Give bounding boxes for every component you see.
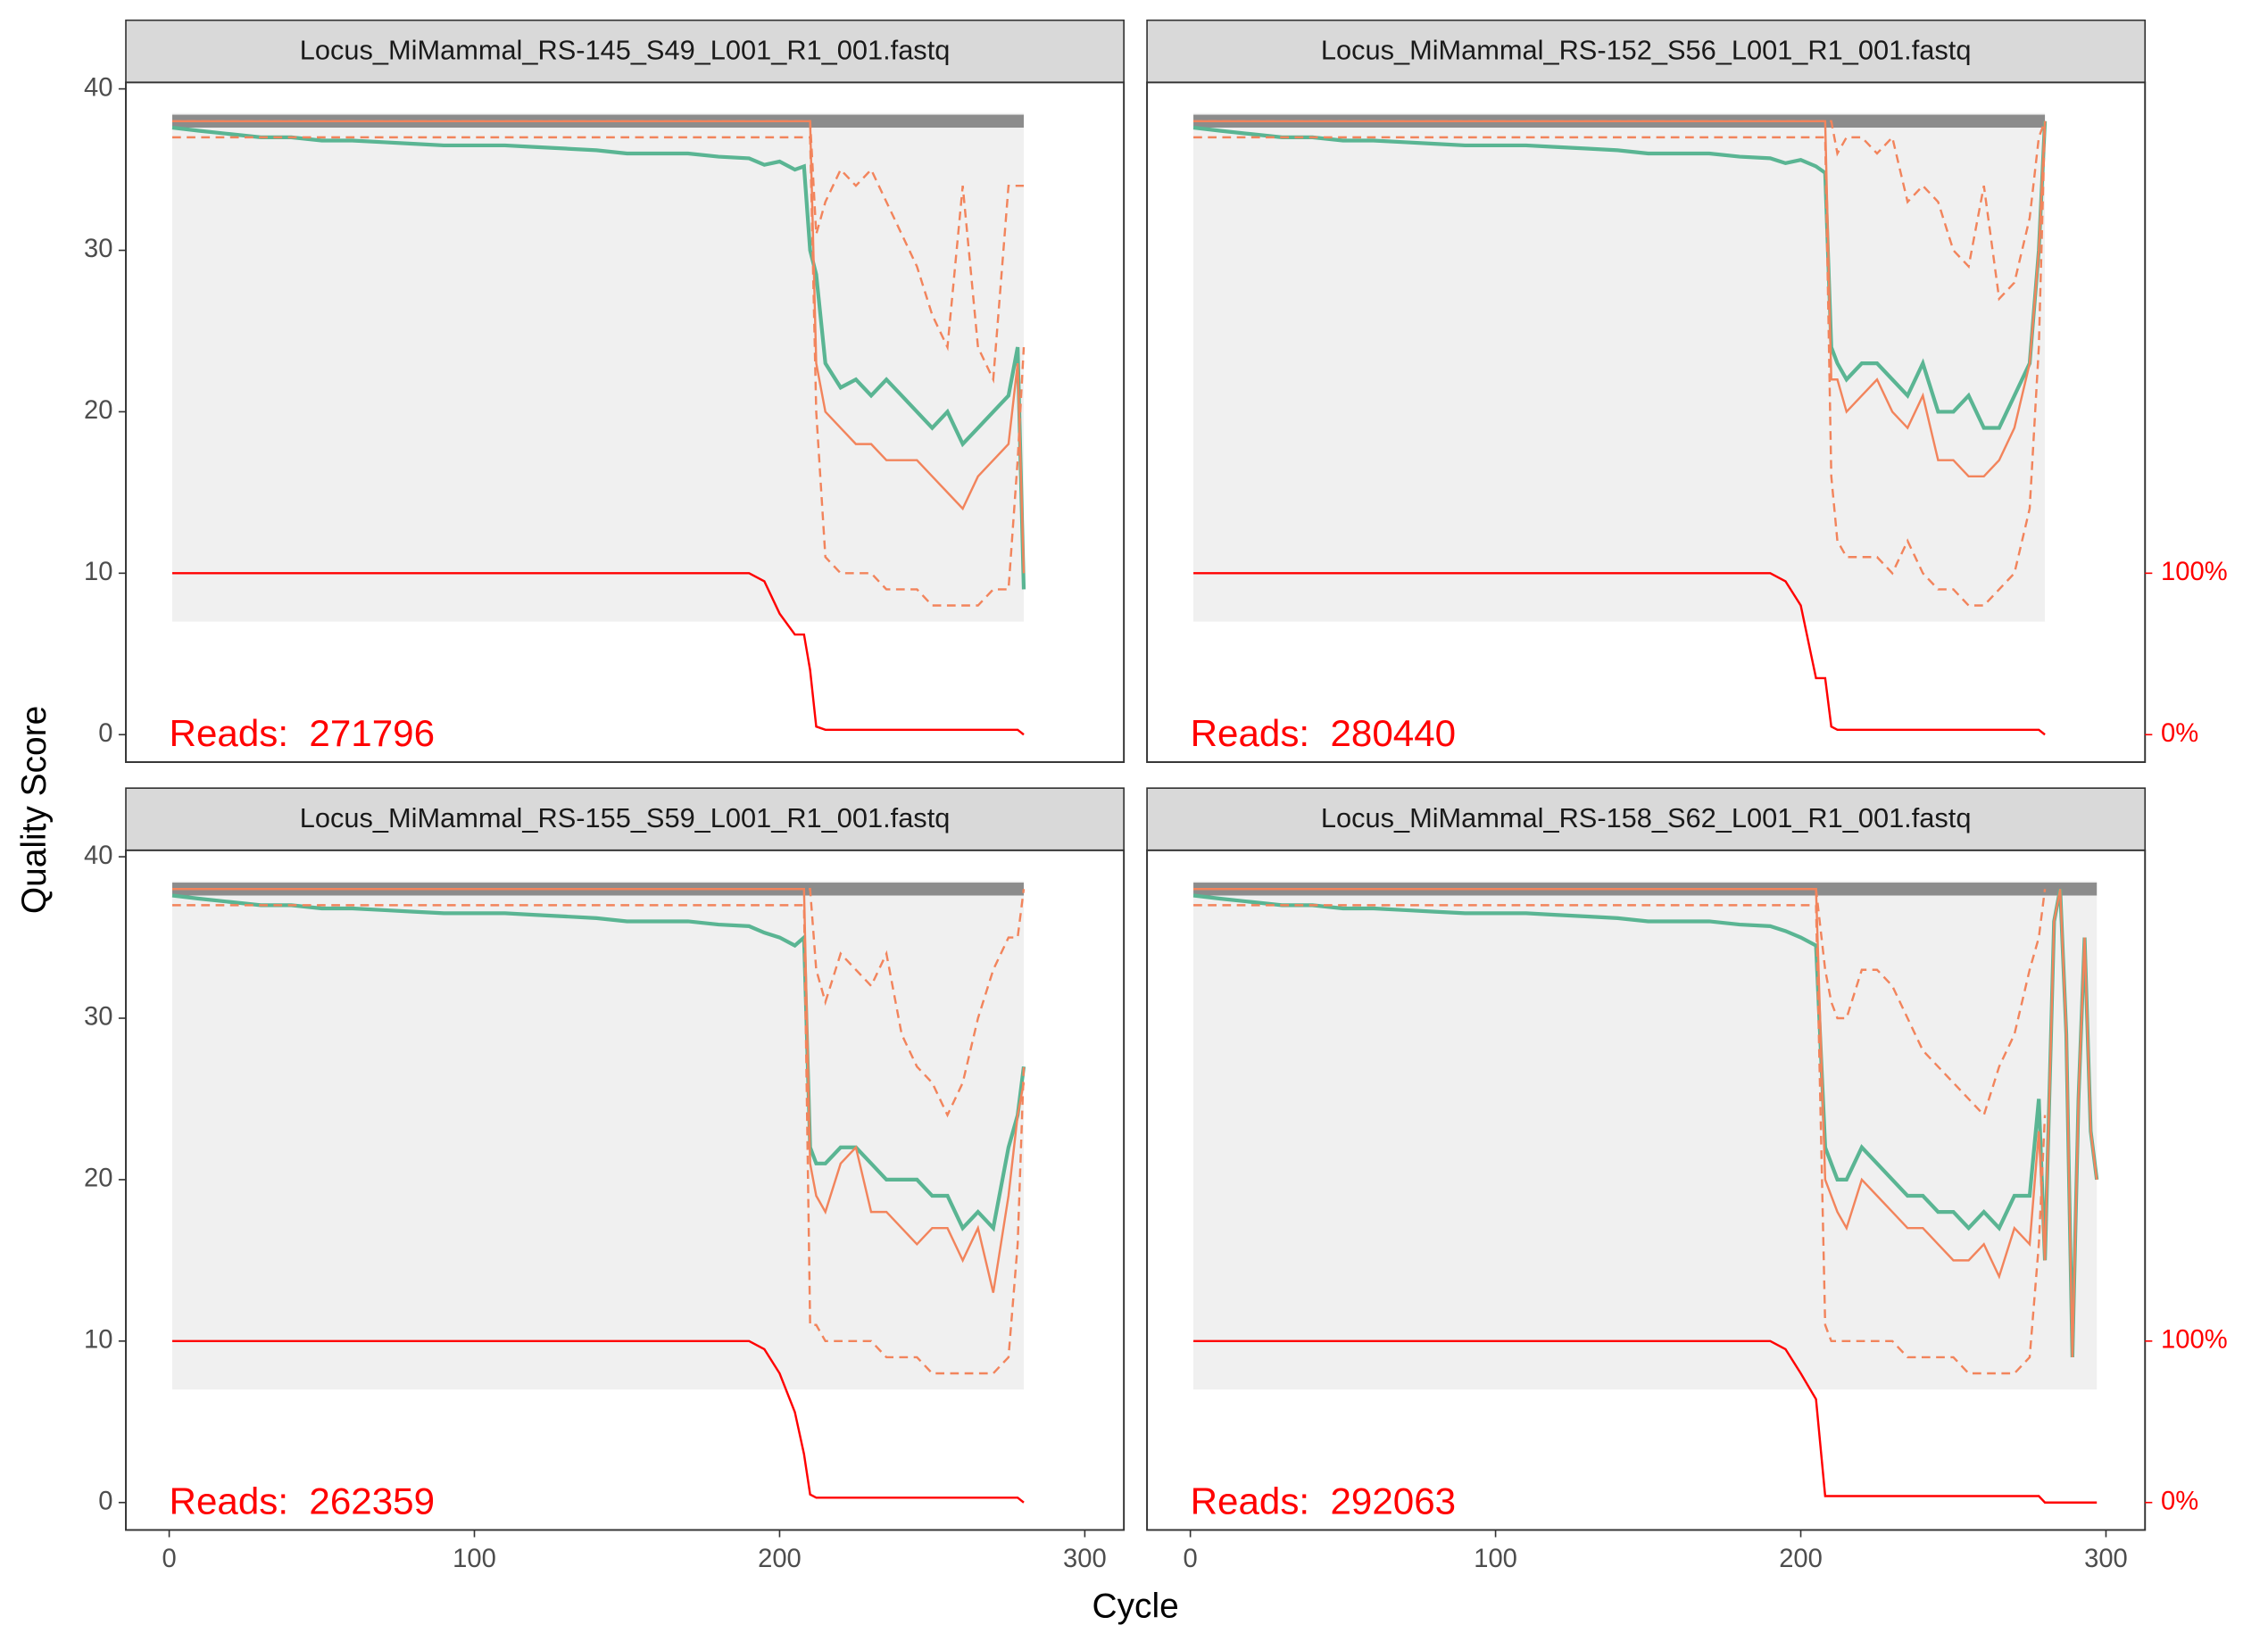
x-tick-label: 200 — [1779, 1545, 1823, 1573]
strip — [125, 787, 1125, 851]
reads-annotation: Reads: 271796 — [170, 712, 435, 754]
quality-line — [171, 888, 1026, 1293]
y-tick-label: 30 — [84, 235, 112, 263]
x-tick-label: 100 — [453, 1545, 496, 1573]
reads-annotation: Reads: 292063 — [1191, 1480, 1456, 1521]
heatmap-backdrop — [171, 881, 1024, 1390]
reads-annotation: Reads: 262359 — [170, 1480, 435, 1521]
x-tick-label: 0 — [162, 1545, 176, 1573]
y-tick-label: 30 — [84, 1003, 112, 1032]
x-tick-label: 300 — [1063, 1545, 1107, 1573]
heatmap-backdrop — [171, 112, 1024, 622]
quality-line — [1193, 888, 2098, 1357]
y-tick-label: 40 — [84, 842, 112, 870]
panel-border — [1146, 81, 2147, 763]
panel-border — [125, 849, 1126, 1531]
quality-line — [171, 125, 1026, 590]
cumulative-line — [171, 572, 1025, 736]
quality-line — [171, 904, 1026, 1375]
cumulative-line — [171, 1339, 1025, 1504]
y-axis-title: Quality Score — [15, 706, 54, 914]
x-tick-label: 300 — [2084, 1545, 2128, 1573]
heatmap-backdrop — [1193, 881, 2098, 1390]
quality-line — [171, 136, 1026, 607]
quality-line — [1193, 120, 2047, 478]
quality-line — [171, 120, 1025, 384]
quality-line — [171, 120, 1026, 574]
y2-tick-label: 100% — [2161, 1326, 2228, 1355]
panel-border — [125, 81, 1126, 763]
y-tick-label: 10 — [84, 558, 112, 586]
quality-line — [1193, 120, 2047, 302]
strip-title: Locus_MiMammal_RS-152_S56_L001_R1_001.fa… — [1321, 34, 1972, 65]
strip — [125, 19, 1125, 84]
heatmap-backdrop — [1193, 112, 2046, 622]
y2-tick-label: 0% — [2161, 719, 2198, 748]
quality-line — [1193, 888, 2047, 1117]
panel-border — [1146, 849, 2147, 1531]
reads-annotation: Reads: 280440 — [1191, 712, 1456, 754]
y-tick-label: 20 — [84, 1165, 112, 1193]
x-tick-label: 0 — [1184, 1545, 1198, 1573]
x-tick-label: 200 — [758, 1545, 802, 1573]
y-tick-label: 10 — [84, 1326, 112, 1355]
x-axis-title: Cycle — [1092, 1587, 1179, 1625]
strip-title: Locus_MiMammal_RS-145_S49_L001_R1_001.fa… — [300, 34, 951, 65]
y-tick-label: 0 — [98, 1487, 112, 1515]
quality-line — [1192, 120, 2048, 430]
quality-line — [171, 888, 1026, 1118]
x-tick-label: 100 — [1474, 1545, 1517, 1573]
quality-line — [1193, 120, 2047, 607]
cumulative-line — [1193, 1339, 2098, 1504]
cumulative-line — [1193, 572, 2046, 736]
y-tick-label: 40 — [84, 73, 112, 102]
strip-title: Locus_MiMammal_RS-158_S62_L001_R1_001.fa… — [1321, 802, 1972, 833]
y2-tick-label: 0% — [2161, 1487, 2198, 1515]
quality-line — [171, 893, 1026, 1232]
y-tick-label: 0 — [98, 719, 112, 748]
strip — [1146, 19, 2147, 84]
y-tick-label: 20 — [84, 396, 112, 425]
strip — [1146, 787, 2147, 851]
y2-tick-label: 100% — [2161, 558, 2228, 586]
strip-title: Locus_MiMammal_RS-155_S59_L001_R1_001.fa… — [300, 802, 951, 833]
